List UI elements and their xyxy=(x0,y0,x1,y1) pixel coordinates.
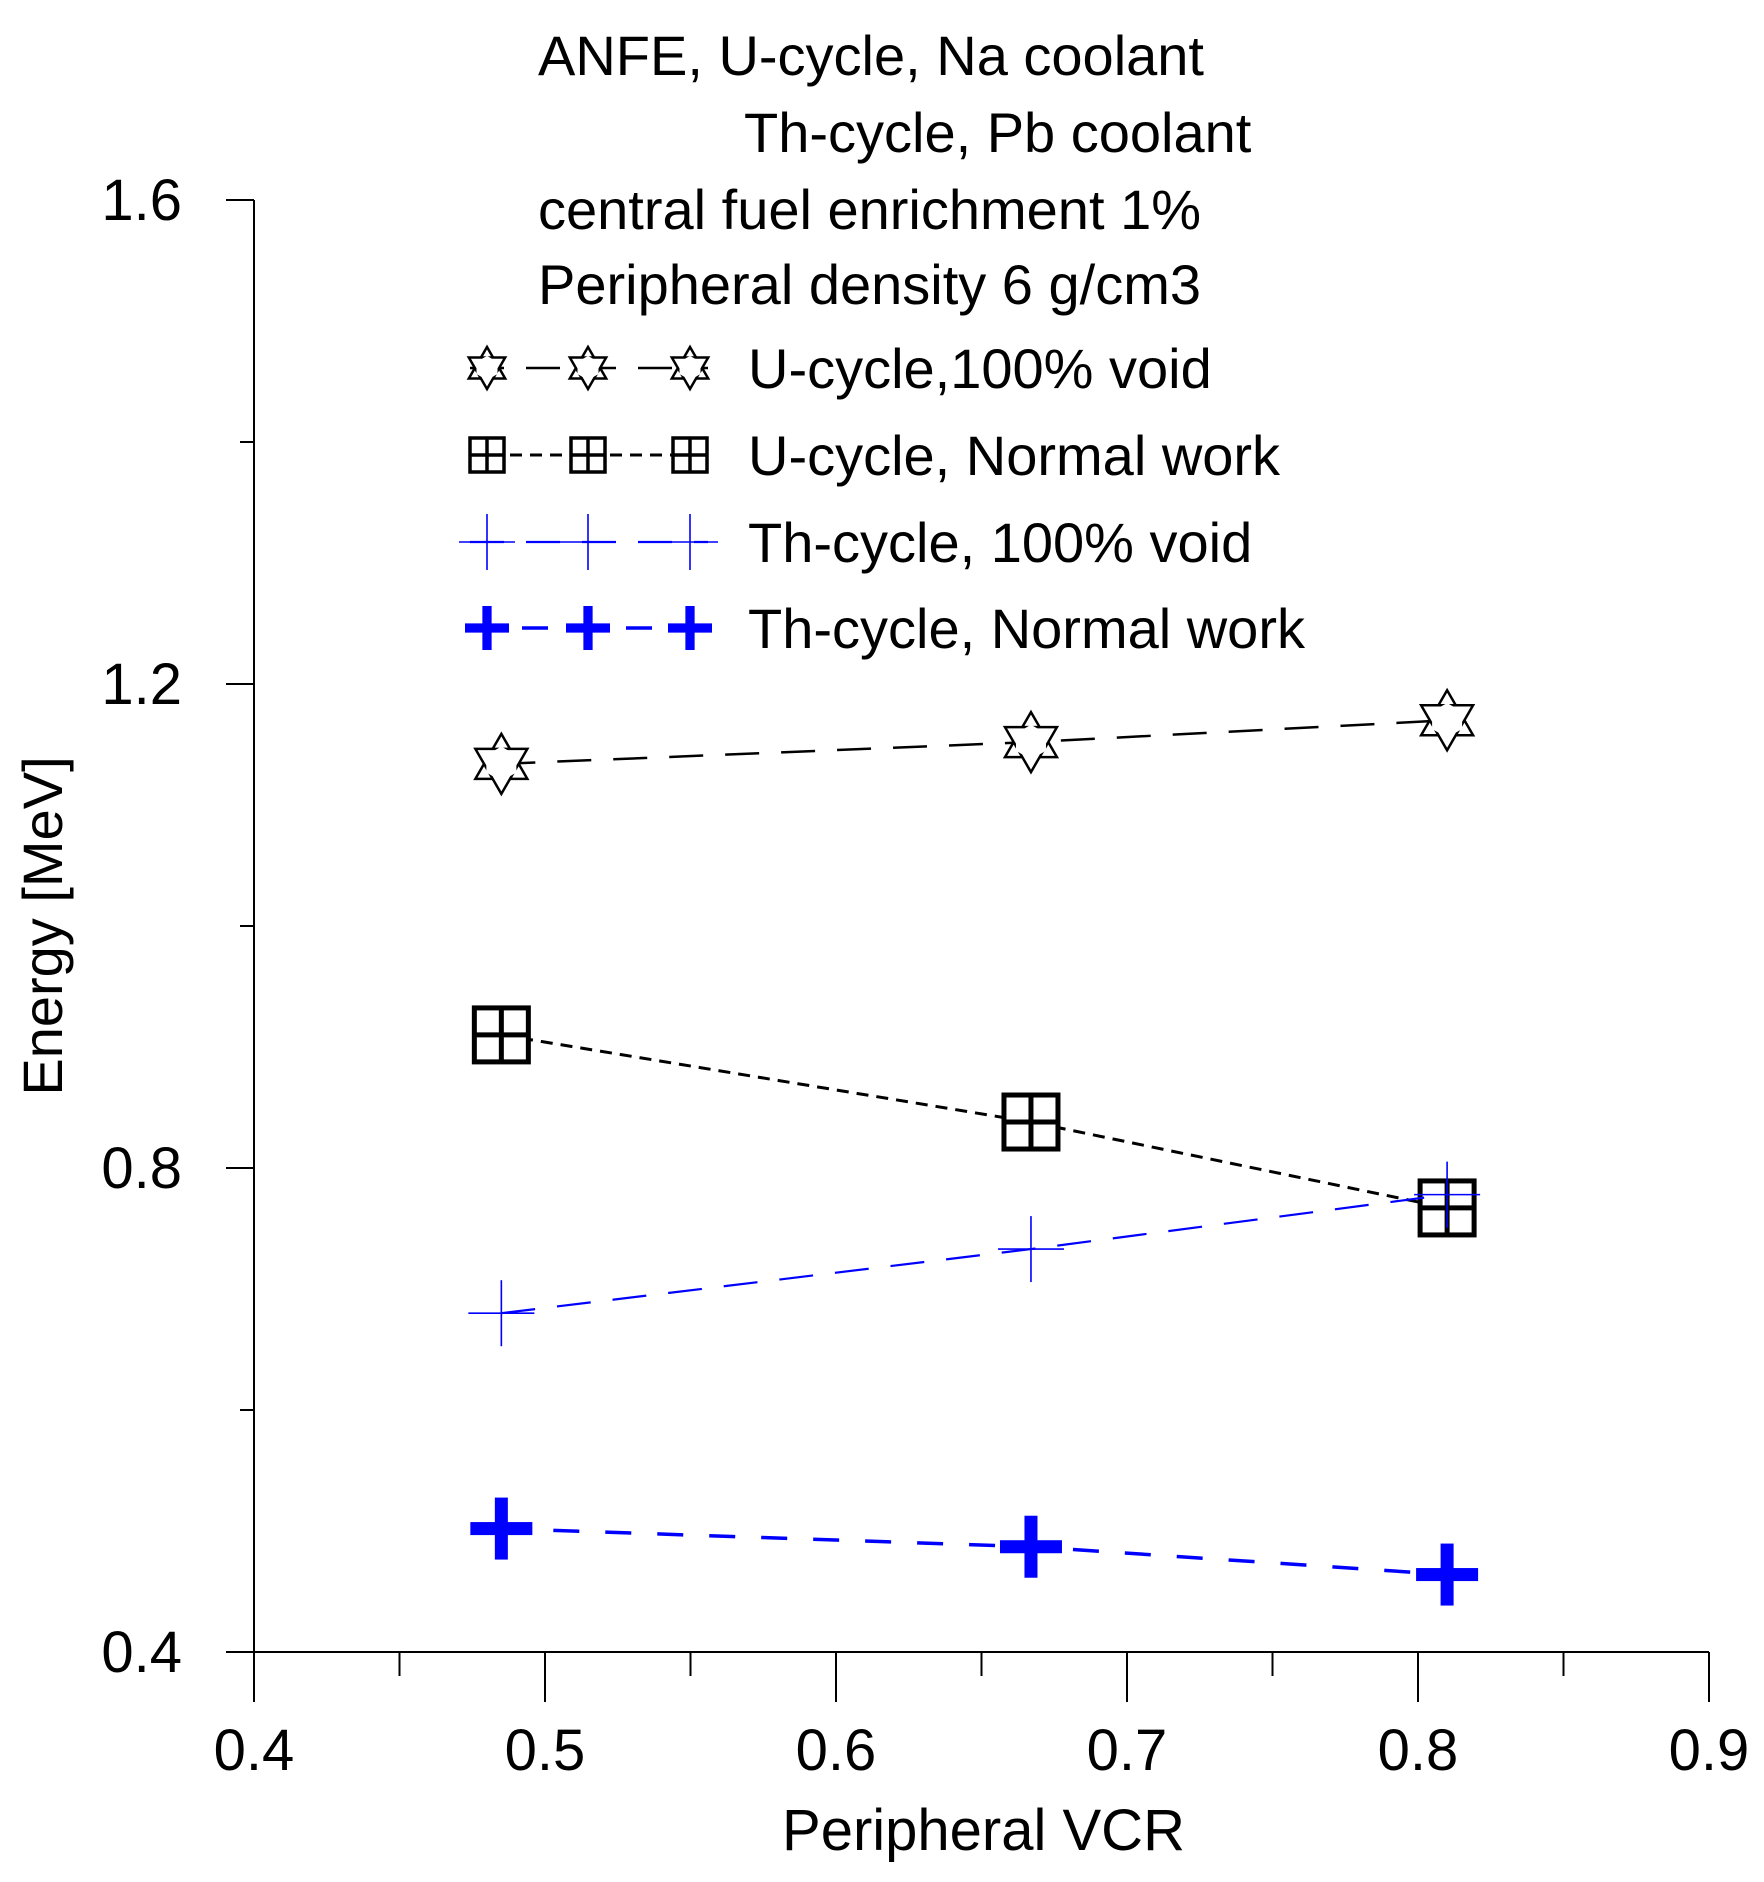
y-tick-label: 1.6 xyxy=(101,168,182,233)
legend-marker xyxy=(468,436,506,474)
x-tick-label: 0.6 xyxy=(796,1718,877,1783)
title-line-1: ANFE, U-cycle, Na coolant xyxy=(538,24,1204,87)
x-tick-label: 0.8 xyxy=(1378,1718,1459,1783)
data-point xyxy=(473,731,530,797)
legend-label: Th-cycle, 100% void xyxy=(748,511,1252,574)
legend-entry-2: U-cycle, Normal work xyxy=(468,424,1281,487)
y-tick-label: 0.4 xyxy=(101,1620,182,1685)
series-line xyxy=(501,719,1448,766)
series-line xyxy=(501,1193,1448,1315)
data-point xyxy=(470,1497,533,1560)
y-tick-label: 0.8 xyxy=(101,1136,182,1201)
series-4 xyxy=(470,1497,1479,1606)
data-point xyxy=(1416,1543,1479,1606)
legend-entry-3: Th-cycle, 100% void xyxy=(459,511,1252,574)
legend-entry-1: U-cycle,100% void xyxy=(466,337,1212,400)
legend-label: U-cycle,100% void xyxy=(748,337,1212,400)
legend-marker xyxy=(662,514,718,570)
y-tick-label: 1.2 xyxy=(101,652,182,717)
series-3 xyxy=(468,1161,1481,1347)
marker-bold-plus-v xyxy=(583,606,593,650)
x-axis-label: Peripheral VCR xyxy=(782,1798,1185,1863)
legend-marker xyxy=(569,436,607,474)
marker-bold-plus-v xyxy=(1440,1543,1454,1606)
series-line xyxy=(501,1526,1448,1577)
legend-marker xyxy=(465,606,509,650)
x-tick-label: 0.5 xyxy=(505,1718,586,1783)
marker-star-core xyxy=(1015,724,1046,760)
marker-bold-plus-v xyxy=(685,606,695,650)
title-line-2: Th-cycle, Pb coolant xyxy=(744,101,1252,164)
data-point xyxy=(997,1216,1064,1283)
legend-marker xyxy=(566,606,610,650)
series-1 xyxy=(473,687,1476,797)
legend-marker xyxy=(567,344,609,392)
title-layer: ANFE, U-cycle, Na coolant Th-cycle, Pb co… xyxy=(538,24,1252,316)
legend-layer: U-cycle,100% void U-cycle, Normal work Th-… xyxy=(459,337,1306,660)
legend-marker xyxy=(671,436,709,474)
legend-label: U-cycle, Normal work xyxy=(748,424,1281,487)
series-layer xyxy=(468,687,1481,1606)
marker-star-core xyxy=(476,355,498,381)
series-2 xyxy=(471,1005,1477,1238)
series-line xyxy=(501,1033,1448,1210)
legend-marker xyxy=(459,514,515,570)
data-point xyxy=(468,1280,535,1347)
data-point xyxy=(999,1515,1062,1578)
marker-bold-plus-v xyxy=(1024,1515,1038,1578)
data-point xyxy=(1002,709,1060,775)
marker-star-core xyxy=(1432,702,1463,738)
legend-entry-4: Th-cycle, Normal work xyxy=(465,597,1306,660)
marker-star-core xyxy=(577,355,599,381)
marker-star-core xyxy=(679,355,701,381)
title-line-3: central fuel enrichment 1% xyxy=(538,178,1201,241)
x-tick-label: 0.4 xyxy=(214,1718,295,1783)
y-axis-label: Energy [MeV] xyxy=(11,756,74,1095)
marker-bold-plus-v xyxy=(482,606,492,650)
title-line-4: Peripheral density 6 g/cm3 xyxy=(538,253,1201,316)
legend-label: Th-cycle, Normal work xyxy=(748,597,1306,660)
x-tick-label: 0.9 xyxy=(1669,1718,1750,1783)
legend-marker xyxy=(560,514,616,570)
x-tick-label: 0.7 xyxy=(1087,1718,1168,1783)
axes-layer: 0.4 0.8 1.2 1.6 0.4 0.5 0.6 0.7 0.8 0.9 Peripheral… xyxy=(11,168,1749,1863)
legend-marker xyxy=(466,344,508,392)
marker-star-core xyxy=(486,746,517,782)
data-point xyxy=(1414,1161,1481,1228)
data-point xyxy=(1418,687,1476,753)
marker-bold-plus-v xyxy=(494,1497,508,1560)
legend-marker xyxy=(669,344,711,392)
data-point xyxy=(471,1005,531,1065)
legend-marker xyxy=(668,606,712,650)
data-point xyxy=(1001,1092,1061,1152)
